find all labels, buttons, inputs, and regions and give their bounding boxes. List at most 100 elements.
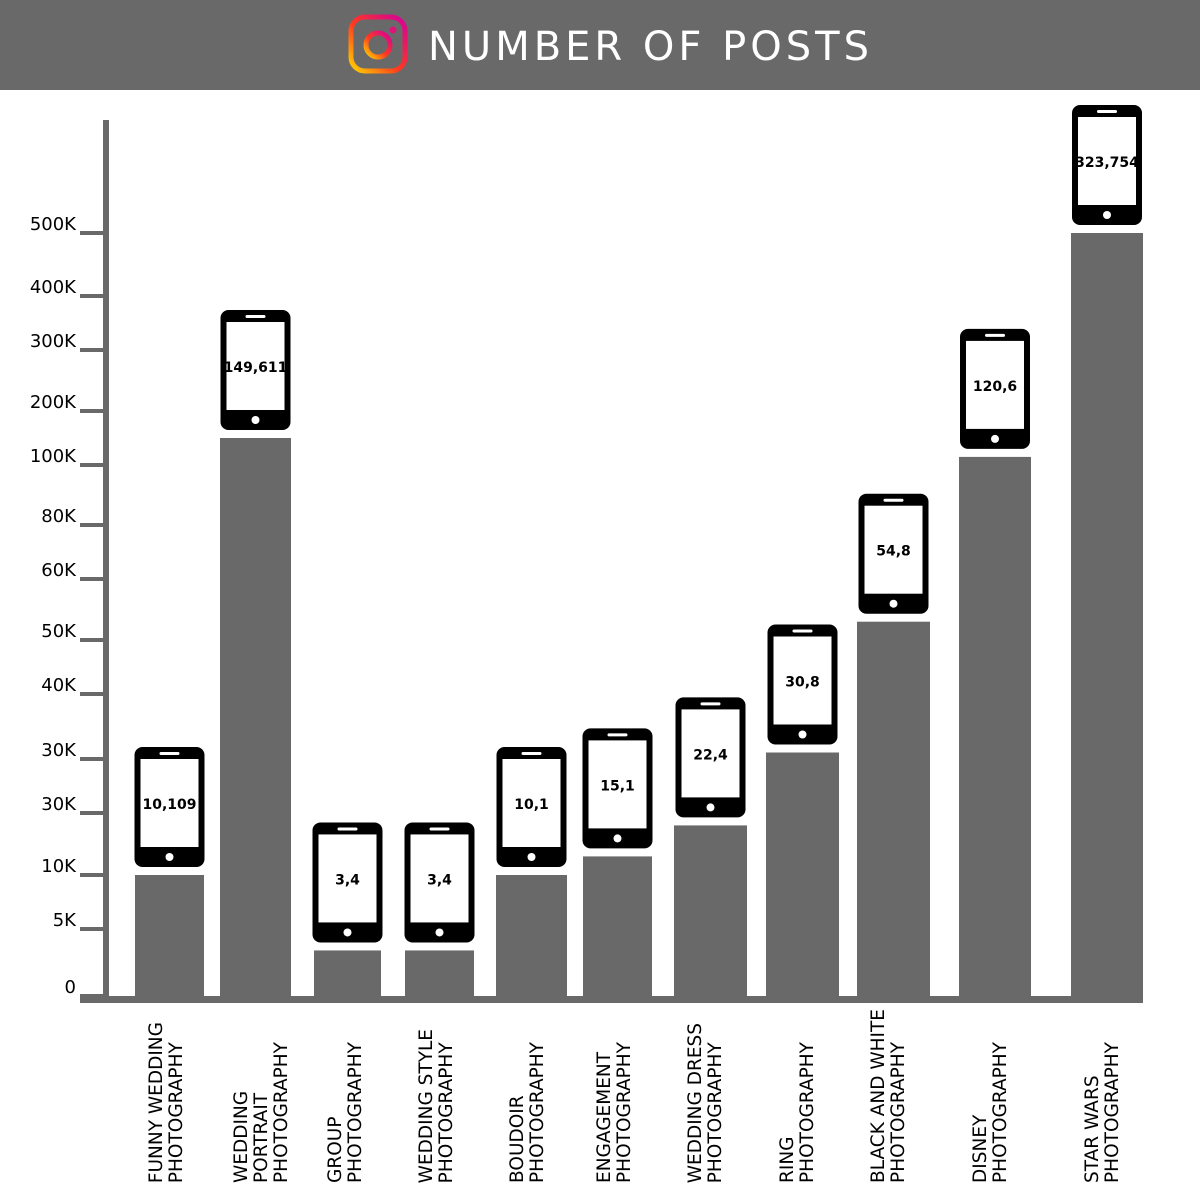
bar: [857, 621, 930, 996]
bar: [766, 752, 839, 996]
y-tick-label: 40K: [41, 675, 77, 696]
y-tick-label: 400K: [30, 277, 77, 298]
y-tick-label: 80K: [41, 506, 77, 527]
phone-home-button: [165, 853, 174, 861]
y-tick-mark: [80, 757, 104, 761]
y-tick-label: 0: [65, 977, 76, 998]
phone-home-button: [706, 803, 715, 812]
phone-screen: [140, 759, 199, 847]
phone-home-button: [889, 599, 898, 608]
data-label: 15,1: [600, 778, 635, 794]
phone-home-button: [343, 928, 352, 937]
y-tick-label: 5K: [53, 910, 77, 931]
phone-speaker: [883, 498, 904, 502]
x-tick-label: RING PHOTOGRAPHY: [777, 1042, 818, 1183]
page-title: NUMBER OF POSTS: [428, 24, 873, 70]
x-tick-label: WEDDING DRESS PHOTOGRAPHY: [685, 1022, 726, 1183]
y-tick-mark: [80, 409, 104, 413]
x-tick-label: GROUP PHOTOGRAPHY: [325, 1042, 366, 1183]
bar: [220, 438, 291, 996]
x-tick-label: FUNNY WEDDING PHOTOGRAPHY: [146, 1021, 187, 1183]
phone-speaker: [985, 333, 1005, 337]
phone-home-button: [1103, 211, 1111, 219]
y-tick-mark: [80, 811, 104, 815]
phone-screen: [318, 834, 377, 923]
phone-speaker: [607, 733, 628, 737]
data-label: 10,1: [514, 797, 549, 813]
y-tick-label: 100K: [30, 446, 77, 467]
y-tick-mark: [80, 638, 104, 642]
bar: [959, 456, 1031, 996]
x-tick-label: BOUDOIR PHOTOGRAPHY: [507, 1042, 548, 1183]
phone-speaker: [429, 827, 450, 831]
y-tick-label: 60K: [41, 560, 77, 581]
y-tick-mark: [80, 692, 104, 696]
phone-speaker: [245, 315, 266, 318]
bar: [583, 856, 652, 996]
data-label: 10,109: [142, 797, 196, 813]
phone-speaker: [700, 702, 721, 706]
x-tick-label: WEDDING STYLE PHOTOGRAPHY: [416, 1028, 457, 1183]
phone-speaker: [1097, 110, 1117, 113]
bar: [1071, 233, 1143, 996]
phone-screen: [864, 505, 923, 594]
phone-speaker: [521, 752, 542, 755]
data-label: 323,754: [1075, 155, 1139, 171]
y-tick-mark: [80, 994, 104, 998]
data-label: 3,4: [335, 872, 360, 888]
data-label: 120,6: [973, 379, 1017, 395]
bar: [314, 950, 381, 996]
phone-speaker: [337, 827, 358, 831]
phone-home-button: [251, 416, 260, 424]
phone-screen: [773, 636, 832, 725]
phone-home-button: [613, 834, 622, 843]
phone-screen: [226, 322, 285, 410]
phone-screen: [1078, 117, 1136, 205]
data-label: 149,611: [224, 360, 288, 376]
bar: [674, 825, 747, 996]
y-tick-mark: [80, 577, 104, 581]
y-tick-label: 30K: [41, 740, 77, 761]
x-tick-label: BLACK AND WHITE PHOTOGRAPHY: [868, 1009, 909, 1183]
header-bar: NUMBER OF POSTS: [0, 0, 1200, 90]
data-label: 3,4: [427, 872, 452, 888]
y-tick-mark: [80, 294, 104, 298]
y-tick-label: 300K: [30, 331, 77, 352]
data-label: 30,8: [785, 675, 820, 691]
phone-screen: [502, 759, 561, 847]
phone-screen: [410, 834, 469, 923]
phone-home-button: [435, 928, 444, 937]
y-tick-mark: [80, 463, 104, 467]
y-tick-label: 500K: [30, 214, 77, 235]
y-tick-mark: [80, 873, 104, 877]
phone-speaker: [792, 629, 813, 633]
y-axis-line: [103, 120, 109, 1003]
x-axis-line: [80, 996, 1143, 1003]
phone-speaker: [159, 752, 180, 755]
bar: [405, 950, 474, 996]
y-tick-mark: [80, 348, 104, 352]
instagram-icon: [348, 14, 408, 74]
y-tick-label: 200K: [30, 392, 77, 413]
phone-screen: [588, 740, 647, 829]
bar: [135, 875, 204, 996]
bar: [496, 875, 567, 996]
x-tick-label: STAR WARS PHOTOGRAPHY: [1082, 1042, 1123, 1183]
data-label: 54,8: [876, 544, 911, 560]
x-tick-label: WEDDING PORTRAIT PHOTOGRAPHY: [231, 1042, 292, 1183]
x-tick-label: ENGAGEMENT PHOTOGRAPHY: [594, 1042, 635, 1183]
y-tick-mark: [80, 927, 104, 931]
y-tick-label: 10K: [41, 856, 77, 877]
phone-home-button: [527, 853, 536, 861]
phone-home-button: [798, 730, 807, 739]
y-tick-label: 30K: [41, 794, 77, 815]
y-tick-mark: [80, 231, 104, 235]
phone-screen: [681, 709, 740, 798]
data-label: 22,4: [693, 747, 728, 763]
phone-home-button: [991, 434, 999, 443]
phone-screen: [966, 340, 1024, 429]
y-tick-label: 50K: [41, 621, 77, 642]
x-tick-label: DISNEY PHOTOGRAPHY: [970, 1042, 1011, 1183]
y-tick-mark: [80, 523, 104, 527]
